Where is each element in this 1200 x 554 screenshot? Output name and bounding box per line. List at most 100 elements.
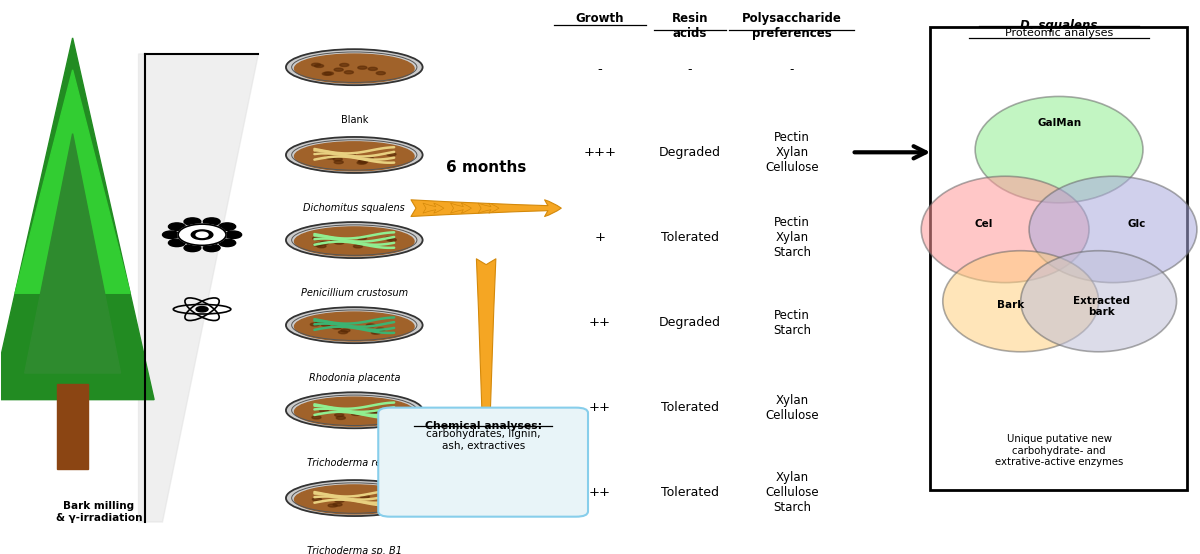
Polygon shape (0, 38, 154, 399)
Ellipse shape (312, 63, 320, 66)
Text: Proteomic analyses: Proteomic analyses (1004, 28, 1114, 38)
Ellipse shape (323, 72, 331, 75)
Ellipse shape (322, 323, 330, 326)
Text: Degraded: Degraded (659, 316, 721, 329)
Ellipse shape (352, 412, 361, 416)
Text: Glc: Glc (1128, 219, 1146, 229)
Ellipse shape (366, 324, 376, 327)
Ellipse shape (358, 66, 367, 69)
Polygon shape (16, 70, 130, 293)
Ellipse shape (324, 72, 334, 75)
Text: ++: ++ (589, 316, 611, 329)
Ellipse shape (334, 68, 343, 71)
Circle shape (224, 231, 241, 238)
Ellipse shape (340, 63, 349, 66)
Ellipse shape (286, 49, 422, 85)
Ellipse shape (342, 496, 352, 500)
Ellipse shape (335, 499, 344, 502)
Ellipse shape (316, 151, 324, 155)
Ellipse shape (359, 160, 367, 163)
Ellipse shape (294, 397, 414, 426)
Ellipse shape (358, 237, 367, 240)
Ellipse shape (313, 243, 323, 247)
Text: carbohydrates, lignin,
ash, extractives: carbohydrates, lignin, ash, extractives (426, 429, 541, 450)
Ellipse shape (325, 156, 335, 159)
Circle shape (203, 218, 220, 225)
FancyBboxPatch shape (930, 27, 1187, 490)
Ellipse shape (379, 410, 388, 413)
Ellipse shape (319, 242, 329, 244)
Ellipse shape (332, 503, 342, 506)
Text: Unique putative new
carbohydrate- and
extrative-active enzymes: Unique putative new carbohydrate- and ex… (995, 434, 1123, 468)
Ellipse shape (368, 67, 377, 70)
Text: Degraded: Degraded (659, 146, 721, 159)
Text: Tolerated: Tolerated (661, 401, 719, 414)
Text: Dichomitus squalens: Dichomitus squalens (304, 203, 406, 213)
Text: Growth: Growth (576, 12, 624, 25)
Ellipse shape (313, 237, 322, 240)
Ellipse shape (347, 153, 355, 156)
Circle shape (168, 223, 185, 230)
Ellipse shape (334, 161, 343, 164)
Text: Pectin
Xylan
Cellulose: Pectin Xylan Cellulose (764, 131, 818, 174)
Text: +: + (594, 231, 606, 244)
Text: D. squalens: D. squalens (1020, 19, 1098, 32)
Text: Pectin
Starch: Pectin Starch (773, 309, 811, 336)
Ellipse shape (377, 71, 385, 75)
Ellipse shape (1030, 176, 1196, 283)
Ellipse shape (314, 64, 324, 68)
Ellipse shape (286, 392, 422, 428)
Ellipse shape (382, 499, 390, 502)
Ellipse shape (371, 331, 380, 334)
Ellipse shape (294, 485, 414, 514)
Ellipse shape (386, 153, 396, 156)
Text: Penicillium crustosum: Penicillium crustosum (301, 288, 408, 298)
Text: Resin
acids: Resin acids (672, 12, 708, 40)
Polygon shape (138, 54, 258, 522)
Text: 6 months: 6 months (446, 160, 527, 175)
Text: Tolerated: Tolerated (661, 231, 719, 244)
Circle shape (162, 231, 179, 238)
Ellipse shape (328, 504, 337, 507)
Polygon shape (25, 134, 120, 373)
Ellipse shape (341, 329, 350, 332)
Ellipse shape (286, 480, 422, 516)
Circle shape (203, 244, 220, 252)
Text: ++: ++ (589, 486, 611, 499)
Circle shape (191, 230, 212, 239)
Ellipse shape (358, 161, 366, 165)
Ellipse shape (365, 157, 373, 160)
Ellipse shape (312, 497, 322, 501)
Text: Xylan
Cellulose: Xylan Cellulose (764, 394, 818, 422)
Text: Xylan
Cellulose
Starch: Xylan Cellulose Starch (764, 471, 818, 514)
Bar (58, 384, 88, 469)
Ellipse shape (372, 330, 380, 333)
Text: Blank: Blank (341, 115, 368, 125)
Ellipse shape (368, 410, 377, 413)
Ellipse shape (359, 160, 367, 163)
Circle shape (184, 244, 200, 252)
Text: Polysaccharide
preferences: Polysaccharide preferences (742, 12, 841, 40)
Ellipse shape (332, 326, 341, 329)
Text: Pectin
Xylan
Starch: Pectin Xylan Starch (773, 216, 811, 259)
Circle shape (196, 306, 208, 312)
Ellipse shape (376, 328, 385, 331)
Ellipse shape (294, 227, 414, 256)
Text: Tolerated: Tolerated (661, 486, 719, 499)
Ellipse shape (319, 409, 329, 412)
Ellipse shape (371, 412, 380, 415)
Ellipse shape (383, 502, 391, 505)
Text: Trichoderma reesei: Trichoderma reesei (307, 458, 402, 468)
Ellipse shape (338, 331, 348, 334)
Ellipse shape (316, 321, 325, 324)
Ellipse shape (385, 237, 394, 240)
Ellipse shape (344, 71, 354, 74)
Ellipse shape (286, 222, 422, 258)
Text: -: - (598, 63, 602, 76)
Ellipse shape (371, 411, 379, 414)
Ellipse shape (380, 412, 390, 415)
Text: Chemical analyses:: Chemical analyses: (425, 421, 542, 431)
Text: Bark milling
& γ-irradiation: Bark milling & γ-irradiation (55, 501, 143, 523)
Ellipse shape (976, 96, 1142, 203)
Ellipse shape (354, 245, 362, 248)
